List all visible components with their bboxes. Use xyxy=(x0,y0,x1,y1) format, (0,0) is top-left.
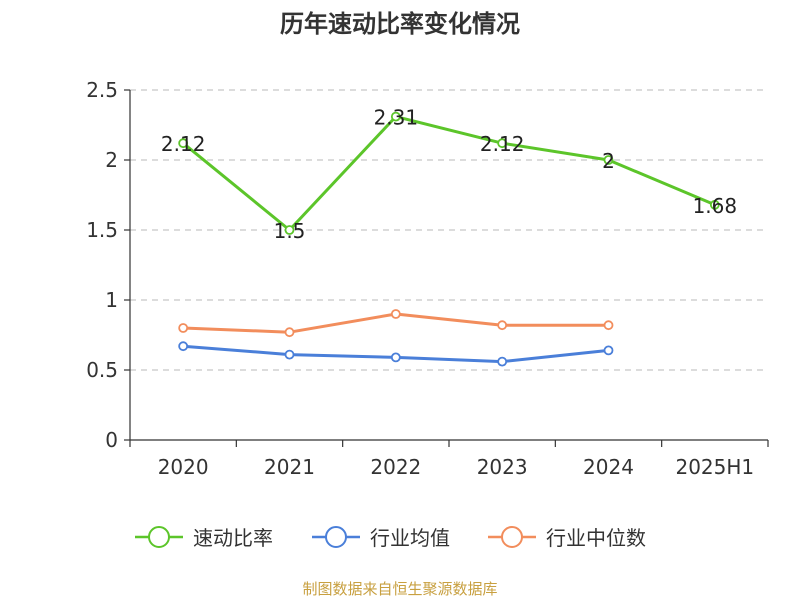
y-tick-label-5: 2.5 xyxy=(86,78,118,102)
legend-label-1: 行业均值 xyxy=(370,526,450,550)
series-1-point-4 xyxy=(603,345,614,356)
series-0-point-2 xyxy=(390,111,401,122)
legend-marker-0 xyxy=(148,526,170,548)
series-2-point-0 xyxy=(178,323,189,333)
x-tick-label-0: 2020 xyxy=(158,455,209,479)
legend-item-0: 速动比率 xyxy=(135,526,273,550)
series-1 xyxy=(178,341,614,367)
x-tick-label-1: 2021 xyxy=(264,455,315,479)
series-line-0 xyxy=(182,115,716,232)
chart-title: 历年速动比率变化情况 xyxy=(280,10,520,38)
legend: 速动比率 行业均值 行业中位数 xyxy=(135,526,646,550)
series-lines xyxy=(178,111,720,367)
x-tick-label-5: 2025H1 xyxy=(675,455,754,479)
y-tick-label-0: 0 xyxy=(105,428,118,452)
legend-item-2: 行业中位数 xyxy=(488,526,646,550)
legend-marker-1 xyxy=(325,526,347,548)
grid-lines xyxy=(130,89,768,371)
y-tick-label-4: 2 xyxy=(105,148,118,172)
x-tick-label-3: 2023 xyxy=(477,455,528,479)
legend-item-1: 行业均值 xyxy=(312,526,450,550)
legend-label-2: 行业中位数 xyxy=(546,526,646,550)
axes: 0 0.5 1 1.5 2 2.5 2020 2021 2022 2023 2024 2025H1 xyxy=(86,78,769,479)
series-0-point-1 xyxy=(284,225,295,235)
data-labels: 2.12 1.5 2.31 2.12 2 1.68 xyxy=(161,106,737,243)
legend-label-0: 速动比率 xyxy=(193,526,273,550)
series-0-point-0 xyxy=(178,138,189,149)
data-label-0-5: 1.68 xyxy=(693,194,738,218)
x-tick-label-4: 2024 xyxy=(583,455,634,479)
series-1-point-2 xyxy=(390,352,401,363)
series-0-point-3 xyxy=(497,138,508,149)
x-tick-label-2: 2022 xyxy=(370,455,421,479)
legend-marker-2 xyxy=(501,526,523,548)
series-2-point-4 xyxy=(603,320,614,331)
data-label-0-2: 2.31 xyxy=(374,106,419,130)
series-2-point-3 xyxy=(497,320,508,331)
series-2-point-1 xyxy=(284,327,295,338)
data-label-0-1: 1.5 xyxy=(274,219,306,243)
series-2 xyxy=(178,309,614,338)
series-0-point-5 xyxy=(709,199,720,210)
series-1-point-3 xyxy=(497,356,508,367)
y-tick-label-3: 1.5 xyxy=(86,218,118,242)
series-1-point-0 xyxy=(178,341,189,352)
series-2-point-2 xyxy=(390,309,401,319)
data-label-0-0: 2.12 xyxy=(161,132,206,156)
series-0-point-4 xyxy=(603,155,614,165)
series-0 xyxy=(178,111,720,235)
data-label-0-4: 2 xyxy=(602,149,615,173)
series-1-point-1 xyxy=(284,349,295,360)
y-tick-label-2: 1 xyxy=(105,288,118,312)
data-label-0-3: 2.12 xyxy=(480,132,525,156)
y-tick-label-1: 0.5 xyxy=(86,358,118,382)
source-note: 制图数据来自恒生聚源数据库 xyxy=(302,580,497,598)
